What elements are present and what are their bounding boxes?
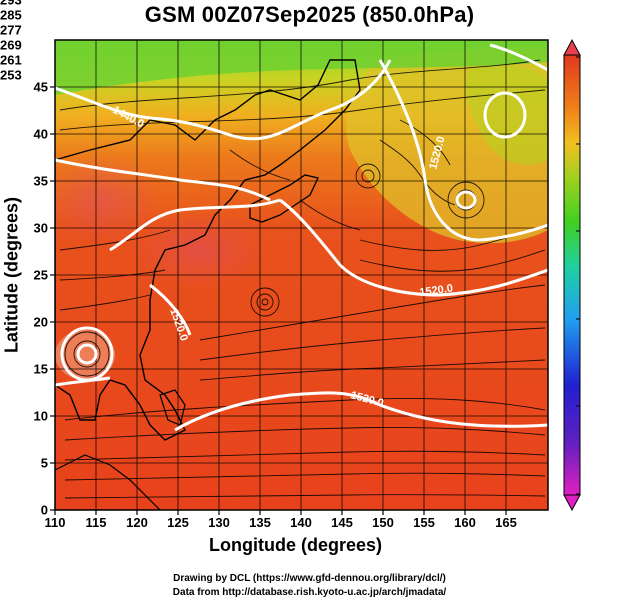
y-tick-label: 10: [33, 408, 48, 424]
x-tick-label: 140: [290, 515, 312, 530]
x-tick-label: 160: [454, 515, 476, 530]
y-tick-label: 5: [40, 455, 48, 471]
colorbar: [563, 38, 581, 512]
x-tick-label: 145: [331, 515, 353, 530]
colorbar-tick-label: 269: [0, 37, 22, 53]
y-tick-label: 40: [33, 126, 48, 142]
colorbar-tick-label: 261: [0, 52, 22, 68]
x-tick-label: 125: [167, 515, 189, 530]
x-tick-label: 155: [413, 515, 435, 530]
y-tick-label: 20: [33, 314, 48, 330]
colorbar-tick-label: 253: [0, 67, 22, 83]
chart-title: GSM 00Z07Sep2025 (850.0hPa): [144, 2, 475, 27]
credit-drawing: Drawing by DCL (https://www.gfd-dennou.o…: [173, 573, 446, 584]
colorbar-tick-label: 277: [0, 22, 22, 38]
x-tick-label: 135: [249, 515, 271, 530]
x-tick-label: 115: [85, 515, 107, 530]
streamlines: [59, 59, 546, 499]
credit-data: Data from http://database.rish.kyoto-u.a…: [172, 587, 447, 598]
x-tick-label: 120: [126, 515, 148, 530]
contour-label: 1520.0: [419, 282, 454, 299]
y-tick-label: 25: [33, 267, 48, 283]
x-axis-label: Longitude (degrees): [208, 535, 382, 555]
x-tick-label: 165: [495, 515, 517, 530]
y-tick-label: 35: [33, 173, 48, 189]
x-tick-label: 130: [208, 515, 230, 530]
y-tick-label: 45: [33, 79, 48, 95]
colorbar-tick-label: 285: [0, 7, 22, 23]
x-tick-label: 150: [372, 515, 394, 530]
colorbar-tick-label: 293: [0, 0, 22, 8]
temperature-field: [55, 40, 548, 510]
y-tick-label: 15: [33, 361, 48, 377]
y-tick-label: 0: [40, 502, 48, 518]
height-contours: [55, 43, 548, 432]
x-tick-label: 110: [44, 515, 66, 530]
y-tick-label: 30: [33, 220, 48, 236]
